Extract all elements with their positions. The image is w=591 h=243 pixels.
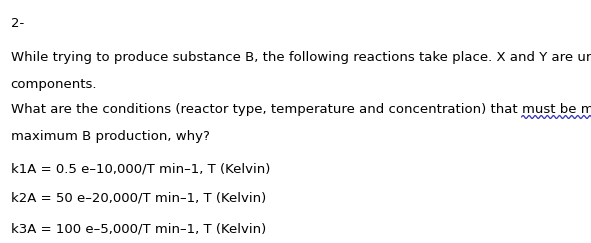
Text: k1A = 0.5 e–10,000/T min–1, T (Kelvin): k1A = 0.5 e–10,000/T min–1, T (Kelvin) bbox=[11, 163, 270, 176]
Text: maximum B production, why?: maximum B production, why? bbox=[11, 130, 210, 143]
Text: 2-: 2- bbox=[11, 17, 24, 30]
Text: must be met: must be met bbox=[521, 103, 591, 116]
Text: What are the conditions (reactor type, temperature and concentration) that: What are the conditions (reactor type, t… bbox=[11, 103, 521, 116]
Text: k2A = 50 e–20,000/T min–1, T (Kelvin): k2A = 50 e–20,000/T min–1, T (Kelvin) bbox=[11, 192, 266, 205]
Text: k3A = 100 e–5,000/T min–1, T (Kelvin): k3A = 100 e–5,000/T min–1, T (Kelvin) bbox=[11, 222, 266, 235]
Text: components.: components. bbox=[11, 78, 97, 91]
Text: While trying to produce substance B, the following reactions take place. X and Y: While trying to produce substance B, the… bbox=[11, 51, 591, 64]
